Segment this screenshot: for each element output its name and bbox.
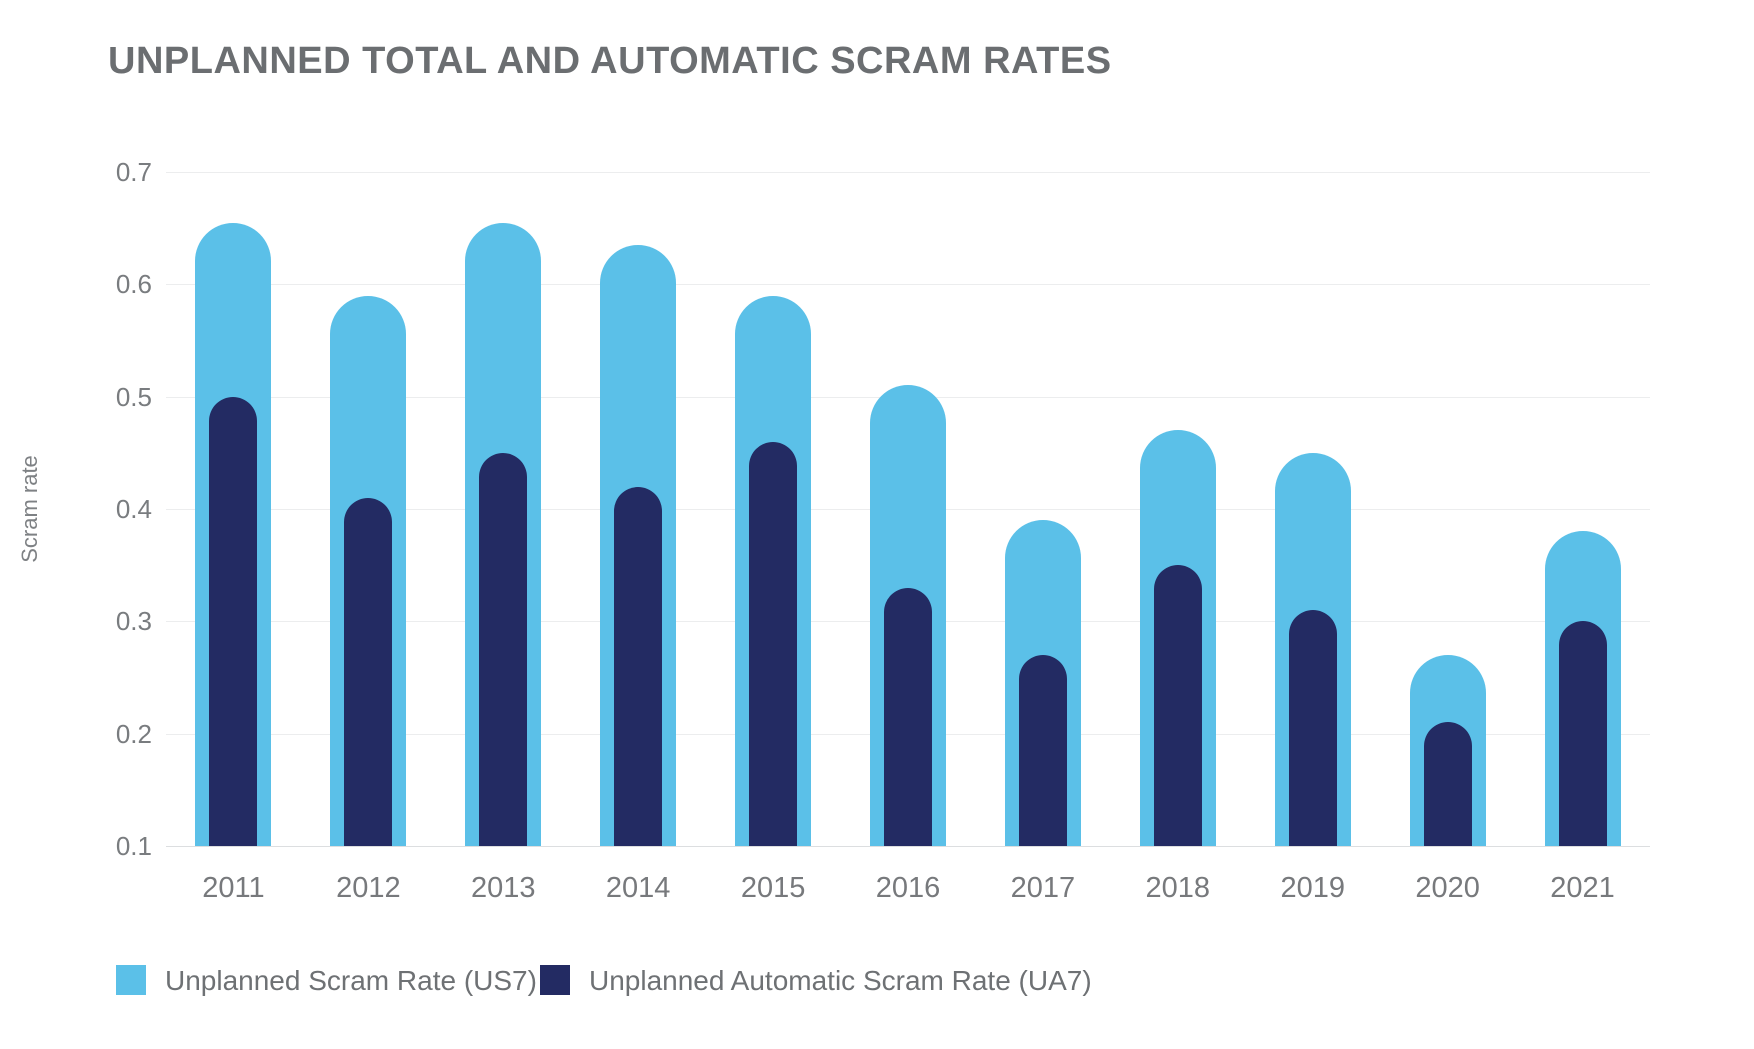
x-tick-label-2015: 2015 (740, 872, 806, 904)
legend-label-us7: Unplanned Scram Rate (US7) (165, 965, 537, 996)
ua7-bar-2013[interactable] (479, 452, 528, 846)
bar-group-2013 (436, 172, 571, 846)
ua7-bar-2019[interactable] (1288, 610, 1337, 846)
legend-swatch-us7 (116, 965, 146, 995)
bar-group-2015 (706, 172, 841, 846)
bar-group-2019 (1245, 172, 1380, 846)
ua7-bar-2020[interactable] (1423, 722, 1472, 846)
y-axis-title: Scram rate (17, 455, 42, 563)
ua7-bar-2014[interactable] (614, 486, 663, 846)
plot-area (166, 172, 1650, 847)
x-tick-label-2017: 2017 (1010, 872, 1076, 904)
legend-swatch-ua7 (540, 965, 570, 995)
bar-group-2012 (301, 172, 436, 846)
y-tick-label-0.4: 0.4 (115, 494, 152, 524)
x-tick-label-2012: 2012 (336, 872, 401, 904)
x-tick-label-2020: 2020 (1415, 872, 1480, 904)
x-tick-label-2013: 2013 (471, 872, 536, 904)
bar-group-2011 (166, 172, 301, 846)
bar-group-2014 (571, 172, 706, 846)
x-axis-line (166, 846, 1650, 847)
x-tick-label-2014: 2014 (605, 872, 671, 904)
y-tick-label-0.1: 0.1 (115, 831, 152, 861)
bar-group-2017 (975, 172, 1110, 846)
x-tick-label-2018: 2018 (1145, 872, 1211, 904)
y-tick-label-0.3: 0.3 (115, 606, 152, 637)
ua7-bar-2011[interactable] (209, 396, 258, 846)
x-tick-label-2011: 2011 (202, 872, 265, 904)
y-tick-label-0.6: 0.6 (115, 269, 152, 300)
legend-label-ua7: Unplanned Automatic Scram Rate (UA7) (589, 965, 1092, 996)
bar-group-2021 (1515, 172, 1650, 846)
bar-group-2016 (841, 172, 976, 846)
ua7-bar-2018[interactable] (1153, 565, 1202, 846)
ua7-bar-2017[interactable] (1018, 655, 1067, 846)
x-tick-label-2021: 2021 (1550, 872, 1615, 904)
gridline-0.6 (166, 284, 1650, 286)
x-tick-label-2016: 2016 (875, 872, 941, 904)
ua7-bar-2021[interactable] (1558, 621, 1607, 846)
ua7-bar-2016[interactable] (883, 587, 932, 846)
bar-group-2018 (1110, 172, 1245, 846)
bar-group-2020 (1380, 172, 1515, 846)
y-tick-label-0.2: 0.2 (115, 718, 152, 749)
ua7-bar-2015[interactable] (749, 441, 798, 846)
ua7-bar-2012[interactable] (344, 497, 393, 846)
chart-title: UNPLANNED TOTAL AND AUTOMATIC SCRAM RATE… (108, 40, 1112, 82)
y-tick-label-0.5: 0.5 (115, 381, 152, 412)
x-tick-label-2019: 2019 (1280, 872, 1345, 904)
y-tick-label-0.7: 0.7 (115, 157, 152, 187)
gridline-0.7 (166, 172, 1650, 173)
